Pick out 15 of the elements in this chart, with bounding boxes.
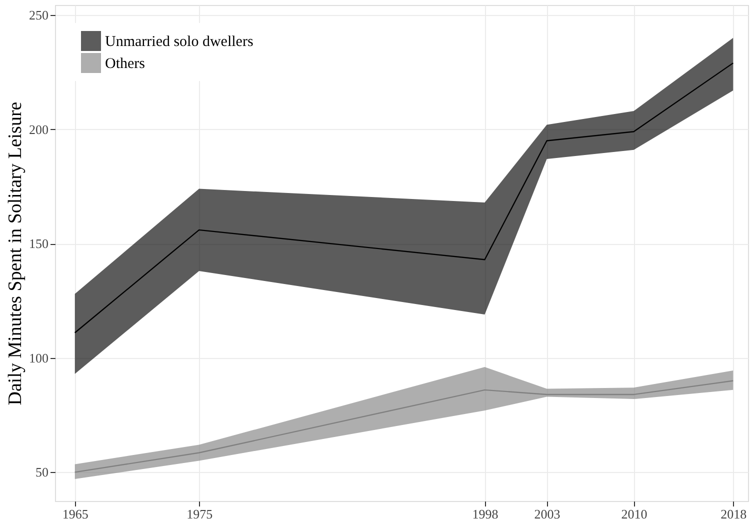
x-tick-label: 2003 — [534, 506, 560, 522]
y-tick-label: 50 — [36, 464, 48, 480]
legend-label: Others — [105, 56, 146, 72]
x-tick-label: 2010 — [621, 506, 648, 522]
x-tick-label: 1965 — [62, 506, 88, 522]
line-series — [74, 380, 734, 473]
y-axis-title: Daily Minutes Spent in Solitary Leisure — [5, 102, 26, 406]
x-tick-label: 1998 — [472, 506, 498, 522]
y-tick-label: 200 — [29, 122, 48, 137]
y-tick-label: 150 — [29, 236, 48, 252]
y-tick-label: 100 — [29, 350, 48, 366]
x-tick-label: 2018 — [720, 506, 747, 522]
legend-label: Unmarried solo dwellers — [105, 34, 254, 50]
x-tick-label: 1975 — [186, 506, 213, 522]
y-tick-label: 250 — [29, 8, 48, 23]
